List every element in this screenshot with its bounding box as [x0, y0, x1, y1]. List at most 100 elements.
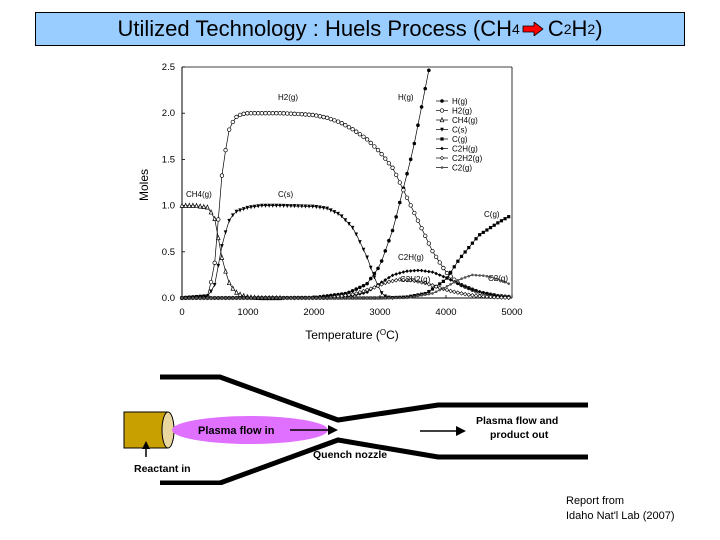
data-point [194, 202, 199, 208]
data-point [427, 68, 431, 73]
data-point [386, 279, 392, 285]
data-point [365, 281, 369, 286]
data-point [235, 296, 238, 300]
data-point [357, 132, 363, 137]
data-point [347, 290, 351, 295]
data-point [398, 296, 402, 300]
data-point [426, 241, 431, 246]
data-point [441, 274, 446, 279]
data-point [270, 111, 275, 116]
data-point [463, 250, 467, 254]
title-suffix: ) [595, 16, 603, 41]
data-point [477, 293, 482, 299]
data-point [488, 294, 493, 300]
data-point [208, 209, 214, 215]
series-layer [179, 68, 511, 301]
data-point [372, 275, 377, 280]
data-point [427, 292, 431, 296]
data-point [216, 263, 221, 268]
data-point [332, 118, 337, 123]
data-point [408, 157, 413, 162]
data-point [364, 287, 370, 293]
data-point [412, 278, 417, 283]
data-point [445, 285, 449, 288]
lower-wall [160, 437, 588, 485]
report-line-2: Idaho Nat'l Lab (2007) [566, 510, 675, 522]
data-point [230, 285, 236, 291]
data-point [248, 111, 254, 116]
data-point [230, 119, 235, 125]
data-point [383, 296, 387, 300]
data-point [300, 296, 304, 300]
data-point [209, 296, 213, 300]
x-tick-label: 4000 [435, 307, 456, 318]
data-point [383, 249, 388, 253]
data-point [419, 280, 424, 285]
data-point [296, 204, 300, 209]
data-point [354, 296, 358, 300]
data-point [282, 296, 285, 300]
data-point [426, 281, 432, 287]
data-point [474, 288, 478, 293]
data-point [390, 278, 395, 284]
annotation-label: CH4(g) [186, 190, 212, 199]
data-point [216, 217, 221, 222]
data-point [430, 248, 435, 254]
x-tick-label: 5000 [501, 307, 522, 318]
data-point [362, 296, 365, 300]
data-point [503, 280, 507, 284]
data-point [354, 291, 359, 296]
data-point [455, 290, 461, 295]
data-point [467, 274, 471, 278]
data-point [365, 290, 369, 295]
data-point [408, 203, 413, 208]
data-point [478, 274, 481, 277]
data-point [335, 119, 341, 124]
x-axis-label: Temperature (OC) [305, 328, 399, 343]
y-axis-label: Moles [137, 169, 151, 201]
x-label-text: Temperature ( [305, 328, 380, 342]
data-point [462, 291, 468, 297]
data-point [478, 233, 482, 237]
x-label-sup: O [380, 328, 386, 337]
annotation-label: C2H2(g) [400, 275, 431, 284]
data-point [263, 203, 268, 208]
data-point [427, 289, 431, 294]
data-point [249, 296, 253, 300]
data-point [333, 296, 336, 300]
data-point [419, 105, 424, 109]
data-point [420, 294, 423, 297]
moles-vs-temperature-chart: 0 1000 2000 3000 4000 50000.00.51.01.52.02.5 … [137, 62, 523, 343]
data-point [202, 296, 206, 300]
flow-arrowhead-out [456, 426, 466, 436]
data-point [260, 203, 264, 208]
data-point [394, 296, 398, 300]
data-point [405, 171, 409, 176]
data-point [226, 279, 232, 286]
data-point [365, 255, 369, 260]
data-point [264, 296, 267, 300]
data-point [343, 123, 348, 128]
data-point [408, 269, 413, 273]
data-point [415, 279, 421, 284]
data-point [507, 215, 511, 219]
data-point [307, 296, 311, 300]
data-point [383, 156, 388, 161]
data-point [481, 294, 486, 299]
data-point [433, 254, 439, 260]
data-point [289, 204, 293, 209]
flow-arrowhead-in [328, 425, 338, 435]
data-point [197, 203, 203, 209]
series-c2g [180, 273, 511, 300]
data-point [408, 278, 413, 283]
reactant-label: Reactant in [134, 463, 191, 475]
data-point [241, 111, 246, 116]
data-point [423, 233, 428, 239]
data-point [471, 273, 474, 277]
data-point [256, 204, 261, 209]
data-point [369, 296, 373, 300]
data-point [321, 206, 326, 211]
data-point [437, 260, 442, 265]
data-point [456, 281, 460, 286]
plasma-label: Plasma flow in [198, 425, 275, 437]
